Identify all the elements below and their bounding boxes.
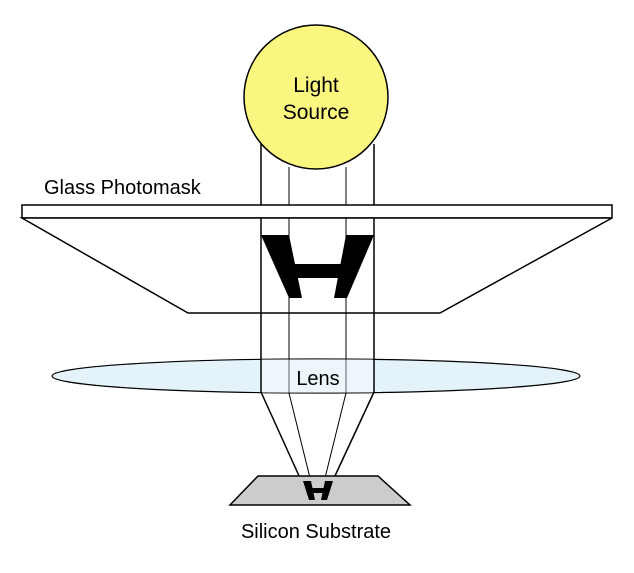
substrate-label: Silicon Substrate — [241, 521, 391, 543]
photomask-plate — [21, 204, 613, 219]
beam-converge-outer-left — [260, 391, 301, 479]
substrate-h-pattern — [303, 481, 333, 500]
beam-converge-inner-left — [288, 392, 311, 479]
photomask-label: Glass Photomask — [44, 177, 202, 199]
light-source-label-line1: Light — [293, 74, 339, 97]
mask-h-pattern — [261, 235, 374, 298]
light-source-circle — [243, 24, 389, 170]
lens-beam-overlay — [261, 359, 374, 393]
light-source-label-line2: Source — [283, 101, 350, 124]
beam-converge-inner-right — [324, 392, 347, 479]
lens-label: Lens — [296, 368, 339, 390]
lens-ellipse — [51, 358, 581, 394]
beam-converge-outer-right — [333, 391, 375, 479]
